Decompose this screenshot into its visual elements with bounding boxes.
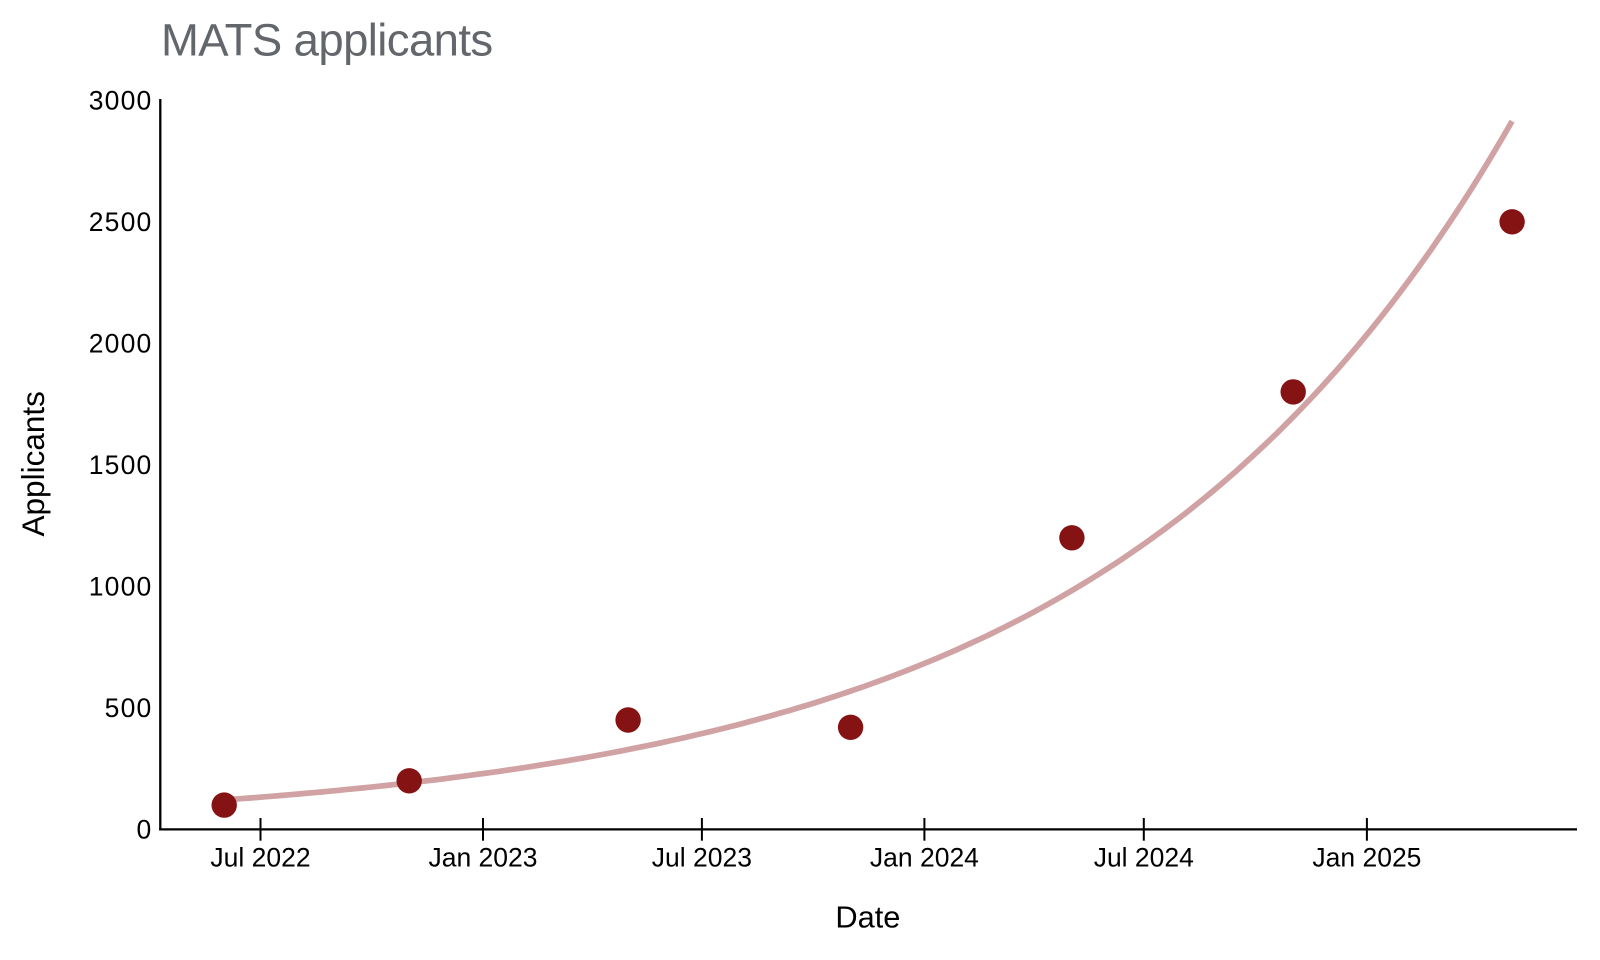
svg-text:Jan 2023: Jan 2023 (428, 843, 537, 873)
svg-text:Applicants: Applicants (15, 391, 51, 536)
svg-text:0: 0 (137, 815, 153, 845)
svg-text:MATS applicants: MATS applicants (161, 15, 493, 66)
svg-text:Jul 2023: Jul 2023 (652, 843, 752, 873)
svg-text:Jul 2024: Jul 2024 (1094, 843, 1194, 873)
svg-text:Date: Date (835, 900, 900, 935)
svg-text:500: 500 (105, 693, 153, 723)
svg-text:3000: 3000 (89, 86, 153, 116)
svg-text:Jan 2024: Jan 2024 (870, 843, 979, 873)
svg-text:1000: 1000 (89, 572, 153, 602)
svg-text:1500: 1500 (89, 450, 153, 480)
svg-text:Jan 2025: Jan 2025 (1312, 843, 1421, 873)
svg-text:Jul 2022: Jul 2022 (210, 843, 310, 873)
svg-text:2500: 2500 (89, 207, 153, 237)
svg-text:2000: 2000 (89, 329, 153, 359)
